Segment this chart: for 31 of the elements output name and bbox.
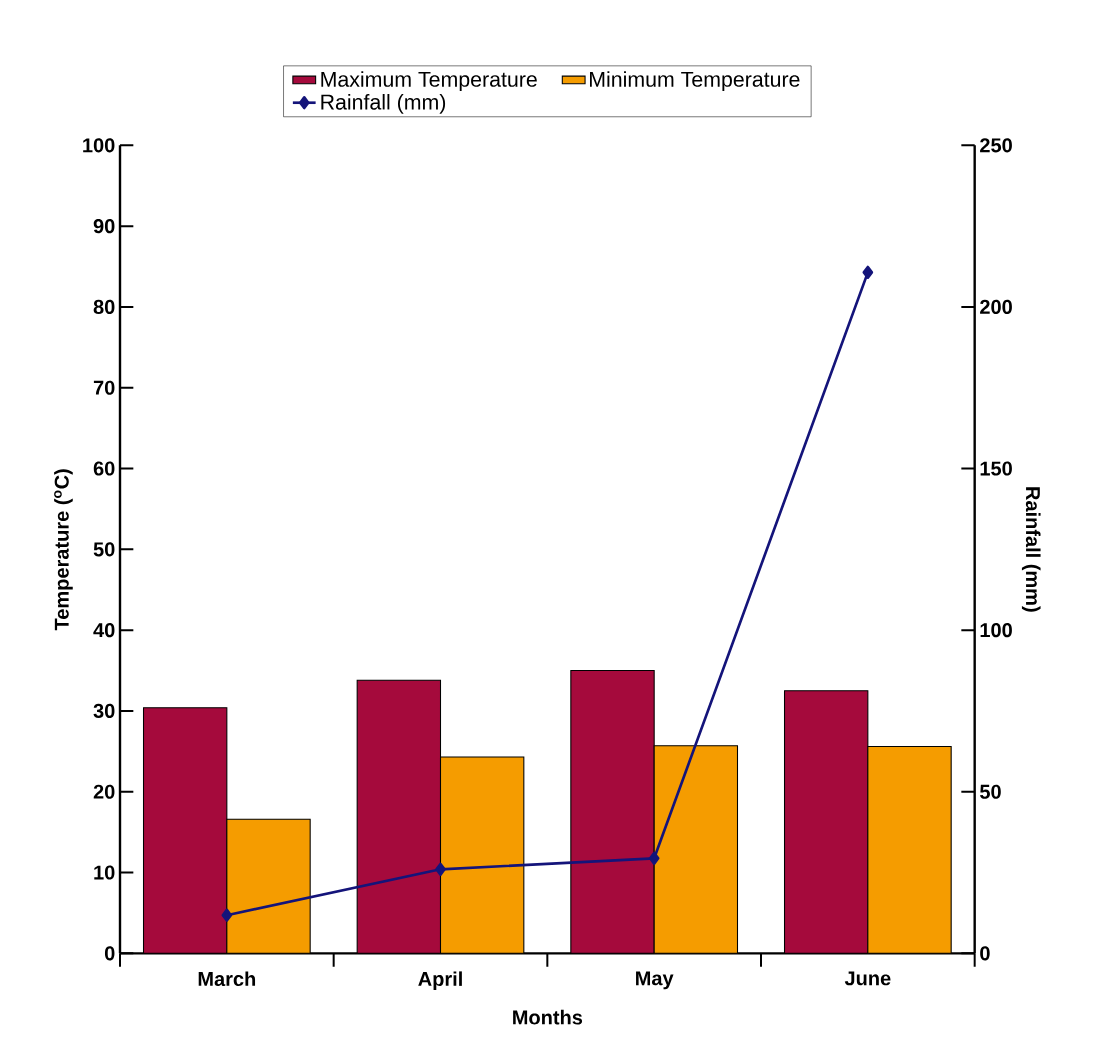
y-tick-label: 100 <box>83 138 115 153</box>
x-tick-label: April <box>418 971 462 991</box>
x-tick-label: June <box>844 971 891 986</box>
point <box>435 862 446 876</box>
y-tick-label: 10 <box>94 865 115 880</box>
y-axis-title: Temperature ($^{o}$C) <box>54 469 73 631</box>
y-tick-label: 50 <box>93 542 115 557</box>
y2-tick-label: 150 <box>980 461 1012 476</box>
y2-tick-label: 250 <box>980 138 1012 153</box>
y-tick-label: 80 <box>93 299 115 314</box>
legend-label: Rainfall (mm) <box>321 93 446 114</box>
y-tick-label: 70 <box>93 380 115 395</box>
x-axis-title: Months <box>513 1009 583 1025</box>
point <box>648 851 660 865</box>
point <box>221 908 233 922</box>
y2-tick-label: 200 <box>980 299 1012 314</box>
y2-tick-label: 0 <box>980 946 990 961</box>
y-tick-label: 30 <box>93 703 115 719</box>
x-tick-label: May <box>636 971 674 990</box>
x-tick-label: March <box>198 971 256 987</box>
y-tick-label: 90 <box>93 219 115 234</box>
y-tick-label: 40 <box>93 623 115 638</box>
y2-axis-title: Rainfall (mm) <box>1021 487 1041 612</box>
y2-tick-label: 100 <box>980 623 1012 638</box>
y-tick-label: 20 <box>93 784 115 799</box>
point <box>862 265 874 280</box>
y2-tick-label: 50 <box>979 784 1001 799</box>
y-tick-label: 60 <box>93 461 115 476</box>
y-tick-label: 0 <box>104 946 115 961</box>
legend-label: Minimum Temperature <box>590 71 800 92</box>
legend-label: Maximum Temperature <box>321 71 537 92</box>
